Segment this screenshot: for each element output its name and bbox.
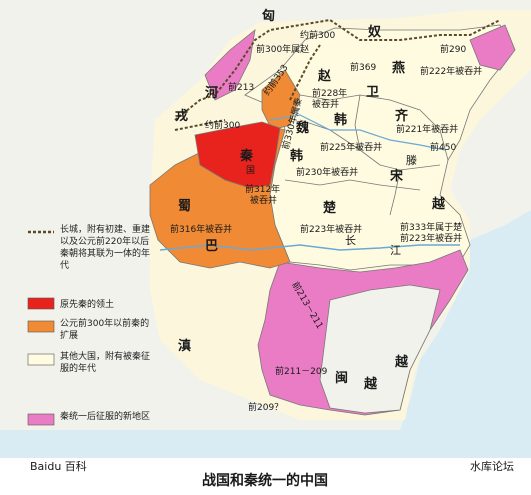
label-han: 韩 xyxy=(334,112,347,128)
border-vert-2 xyxy=(389,169,401,216)
annotation: 被吞并 xyxy=(312,98,339,110)
yellow-river xyxy=(269,114,446,151)
annotation: 约前300 xyxy=(205,119,240,131)
label-ba: 巴 xyxy=(205,239,218,254)
annotation: 前369 xyxy=(350,61,376,73)
label-yan: 燕 xyxy=(392,60,405,76)
legend-other-states-text: 其他大国，附有被秦征服的年代 xyxy=(60,352,151,374)
great-wall-inner xyxy=(289,44,321,101)
label-qin-small: 国 xyxy=(246,165,255,176)
label-yue2: 越 xyxy=(363,376,378,392)
label-minyue: 闽 xyxy=(335,370,348,386)
annotation: 前228年 xyxy=(312,87,347,99)
label-wei: 魏 xyxy=(295,120,309,136)
border-south xyxy=(284,179,421,191)
legend-swatch-qin-original xyxy=(27,297,55,310)
label-yue-state: 越 xyxy=(431,196,446,212)
region-new-north-west xyxy=(204,29,256,101)
brand-label: 水库论坛 xyxy=(470,459,514,473)
border-middle xyxy=(299,119,441,171)
annotation: 前312年 xyxy=(245,183,280,195)
label-dian: 滇 xyxy=(178,338,191,354)
label-jiang: 江 xyxy=(390,244,401,257)
label-he: 河 xyxy=(205,85,218,101)
legend-qin-original-text: 原先秦的领土 xyxy=(60,298,114,310)
label-qin: 秦 xyxy=(239,148,254,164)
label-shu: 蜀 xyxy=(178,199,191,214)
legend-new-territory-text: 秦统一后征服的新地区 xyxy=(60,412,151,422)
label-rong: 戎 xyxy=(175,108,188,124)
annotation: 前209？ xyxy=(248,401,283,413)
annotation: 前230年被吞并 xyxy=(296,166,358,178)
map-title: 战国和秦统一的中国 xyxy=(202,472,328,489)
annotation: 前333年属于楚 xyxy=(400,221,462,233)
great-wall xyxy=(174,18,501,121)
yangtze-river xyxy=(159,244,460,251)
region-new-north-east xyxy=(469,24,516,71)
border-vert-1 xyxy=(354,94,361,151)
label-chang: 长 xyxy=(345,234,356,247)
label-xiongnu: 匈 xyxy=(262,8,275,24)
annotation: 前223年被吞并 xyxy=(400,232,462,244)
annotation: 约前300 xyxy=(300,29,335,41)
region-yue xyxy=(319,284,441,414)
annotation: 前316年被吞并 xyxy=(170,223,232,235)
annotation: 前222年被吞并 xyxy=(420,65,482,77)
annotation: 前223年被吞并 xyxy=(300,223,362,235)
annotation: 前450 xyxy=(430,141,456,153)
legend-swatch-new-territory xyxy=(27,413,55,426)
annotation: 前213 xyxy=(228,81,254,93)
legend-wall-text: 长城，附有初建、重建以及公元前220年以后秦朝将其联为一体的年代 xyxy=(60,225,151,271)
legend: 长城，附有初建、重建以及公元前220年以后秦朝将其联为一体的年代 原先秦的领土 … xyxy=(27,225,151,426)
legend-swatch-other-states xyxy=(27,353,55,366)
label-qi: 齐 xyxy=(395,108,409,124)
region-qin-expansion-north xyxy=(261,69,301,131)
annotation: 前290 xyxy=(440,43,466,55)
label-nu: 奴 xyxy=(367,24,381,40)
label-zhao: 赵 xyxy=(317,68,332,84)
caption-strip xyxy=(0,458,531,495)
annotation: 被吞并 xyxy=(250,194,277,206)
label-chu: 楚 xyxy=(323,200,337,216)
region-qin-original xyxy=(194,121,281,189)
label-wei-guard: 卫 xyxy=(366,85,379,100)
watermark: Baidu 百科 xyxy=(30,459,87,473)
border-north xyxy=(299,94,449,161)
annotation: 前221年被吞并 xyxy=(396,123,458,135)
legend-qin-expansion-text: 公元前300年以前秦的扩展 xyxy=(60,319,150,341)
label-teng: 滕 xyxy=(406,153,417,167)
great-wall-west xyxy=(174,119,226,131)
annotation: 前211－209 xyxy=(275,365,328,377)
annotation: 前300年属赵 xyxy=(256,43,309,55)
label-song: 宋 xyxy=(389,168,404,184)
label-yue: 越 xyxy=(394,354,409,370)
annotation: 前225年被吞并 xyxy=(320,141,382,153)
legend-swatch-qin-expansion xyxy=(27,320,55,333)
label-han2: 韩 xyxy=(290,148,303,164)
